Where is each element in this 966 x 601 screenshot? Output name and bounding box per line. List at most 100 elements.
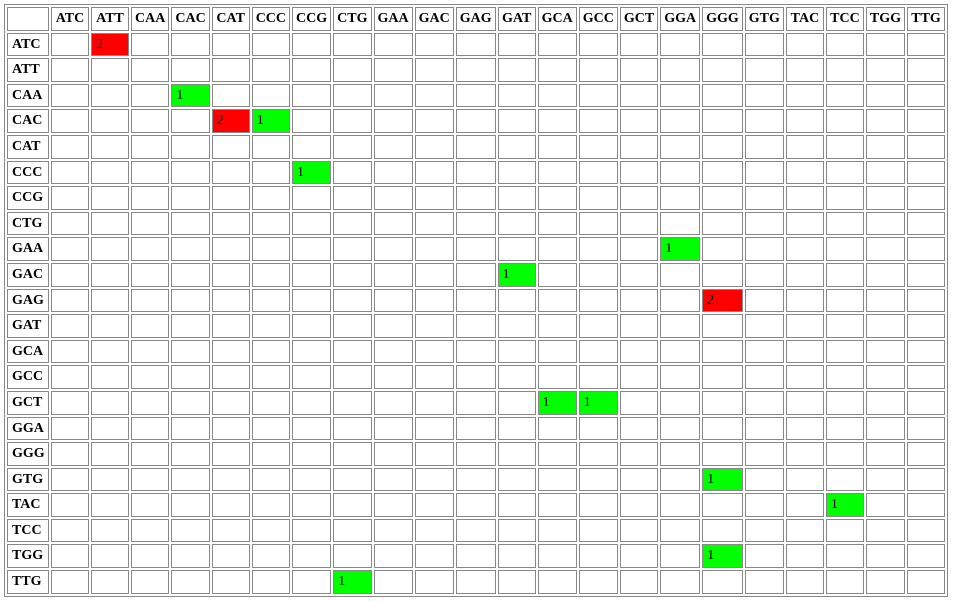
cell	[252, 519, 290, 543]
cell	[51, 391, 89, 415]
cell	[498, 544, 536, 568]
cell	[620, 519, 658, 543]
cell	[620, 544, 658, 568]
table-row: GGA	[7, 417, 945, 441]
cell	[866, 135, 905, 159]
cell	[660, 263, 700, 287]
row-header: GGG	[7, 442, 49, 466]
cell	[907, 109, 945, 133]
cell	[907, 340, 945, 364]
cell	[131, 391, 169, 415]
cell	[498, 493, 536, 517]
cell	[415, 493, 454, 517]
cell	[374, 186, 413, 210]
col-header: ATC	[51, 7, 89, 31]
cell	[579, 161, 618, 185]
row-header: GAT	[7, 314, 49, 338]
col-header: GCT	[620, 7, 658, 31]
cell	[745, 84, 784, 108]
cell	[702, 417, 743, 441]
cell	[51, 109, 89, 133]
cell	[538, 135, 577, 159]
cell	[456, 109, 496, 133]
cell	[252, 340, 290, 364]
row-header: GCT	[7, 391, 49, 415]
cell	[745, 212, 784, 236]
cell	[826, 237, 864, 261]
cell	[826, 468, 864, 492]
cell	[456, 186, 496, 210]
cell	[620, 365, 658, 389]
cell	[374, 493, 413, 517]
row-header: TCC	[7, 519, 49, 543]
cell	[702, 442, 743, 466]
cell	[91, 391, 129, 415]
cell	[866, 519, 905, 543]
cell	[498, 33, 536, 57]
cell	[866, 493, 905, 517]
cell	[579, 519, 618, 543]
cell	[91, 161, 129, 185]
col-header: CAT	[212, 7, 250, 31]
corner-cell	[7, 7, 49, 31]
cell	[333, 186, 371, 210]
cell	[866, 263, 905, 287]
cell	[374, 570, 413, 594]
cell	[907, 237, 945, 261]
cell: 2	[702, 289, 743, 313]
cell	[745, 442, 784, 466]
cell	[131, 161, 169, 185]
cell	[333, 314, 371, 338]
cell	[212, 442, 250, 466]
cell	[252, 391, 290, 415]
cell	[91, 570, 129, 594]
cell	[171, 468, 209, 492]
cell	[620, 109, 658, 133]
cell	[660, 391, 700, 415]
cell	[579, 33, 618, 57]
cell	[51, 212, 89, 236]
table-row: CCC1	[7, 161, 945, 185]
cell	[907, 544, 945, 568]
cell	[415, 570, 454, 594]
cell	[826, 519, 864, 543]
cell	[786, 109, 824, 133]
cell	[131, 365, 169, 389]
cell	[456, 33, 496, 57]
row-header: GAG	[7, 289, 49, 313]
cell	[333, 442, 371, 466]
row-header: ATT	[7, 58, 49, 82]
cell	[333, 263, 371, 287]
cell	[745, 391, 784, 415]
cell	[498, 570, 536, 594]
cell	[171, 493, 209, 517]
cell	[907, 468, 945, 492]
col-header: CAC	[171, 7, 209, 31]
cell	[826, 289, 864, 313]
cell	[292, 289, 331, 313]
cell	[212, 135, 250, 159]
cell	[415, 109, 454, 133]
cell	[51, 58, 89, 82]
cell	[538, 186, 577, 210]
cell	[51, 84, 89, 108]
cell	[579, 58, 618, 82]
cell	[333, 161, 371, 185]
cell	[702, 109, 743, 133]
cell	[333, 84, 371, 108]
cell	[579, 186, 618, 210]
cell	[786, 289, 824, 313]
cell	[374, 289, 413, 313]
cell	[171, 212, 209, 236]
cell	[292, 33, 331, 57]
table-row: CTG	[7, 212, 945, 236]
cell	[131, 570, 169, 594]
cell	[415, 519, 454, 543]
cell	[292, 391, 331, 415]
cell	[51, 519, 89, 543]
cell	[131, 544, 169, 568]
cell	[702, 237, 743, 261]
cell	[51, 468, 89, 492]
cell	[212, 289, 250, 313]
cell	[292, 314, 331, 338]
